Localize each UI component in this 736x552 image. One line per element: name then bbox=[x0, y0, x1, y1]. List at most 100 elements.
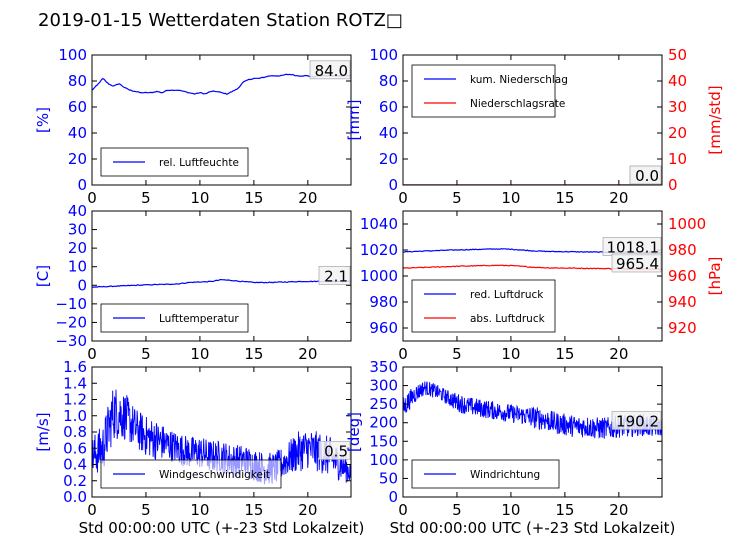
x-tick-label: 15 bbox=[244, 189, 263, 207]
legend-temperature: Lufttemperatur bbox=[100, 303, 249, 333]
y-right-tick-label: 960 bbox=[668, 267, 697, 285]
x-tick-label: 0 bbox=[398, 189, 408, 207]
y-axis-label: [C] bbox=[34, 265, 52, 287]
x-tick-label: 15 bbox=[244, 501, 263, 519]
last-value-label: 190.2 bbox=[616, 412, 659, 430]
legend-pressure: red. Luftdruck abs. Luftdruck bbox=[411, 279, 556, 333]
y-tick-label: 0 bbox=[77, 176, 87, 194]
panel-precip: 0 5 10 15 20 0 20 40 60 80 100 0 10 20 30 40 50 [mm] [mm/s… bbox=[345, 46, 724, 207]
y-tick-label: 0 bbox=[77, 276, 87, 294]
x-tick-label: 0 bbox=[87, 345, 97, 363]
y-tick-label: 350 bbox=[369, 358, 398, 376]
x-tick-label: 5 bbox=[452, 189, 462, 207]
series-line-temperature-0 bbox=[92, 279, 351, 288]
y-tick-label: 100 bbox=[58, 46, 87, 64]
y-tick-label: 10 bbox=[68, 258, 87, 276]
y-tick-label: 250 bbox=[369, 395, 398, 413]
y-tick-label: 30 bbox=[68, 221, 87, 239]
legend-windspeed: Windgeschwindigkeit bbox=[100, 459, 282, 489]
y-tick-label: 20 bbox=[68, 239, 87, 257]
last-value-label: 84.0 bbox=[315, 62, 348, 80]
y-tick-label: 1020 bbox=[360, 241, 398, 259]
y-tick-label: 1.6 bbox=[63, 358, 87, 376]
legend-winddir: Windrichtung bbox=[411, 459, 560, 489]
y-tick-label: 0.4 bbox=[63, 456, 87, 474]
y-tick-label: 150 bbox=[369, 432, 398, 450]
legend-precip: kum. Niederschlag Niederschlagsrate bbox=[411, 64, 568, 118]
legend-entry: Windgeschwindigkeit bbox=[159, 469, 270, 481]
y-tick-label: 1.0 bbox=[63, 407, 87, 425]
y-tick-label: 100 bbox=[369, 451, 398, 469]
last-value-label-right: 965.4 bbox=[616, 255, 659, 273]
x-tick-label: 20 bbox=[609, 345, 628, 363]
y-axis-label: [mm] bbox=[345, 100, 363, 141]
axes-frame-winddir bbox=[402, 366, 663, 498]
x-tick-label: 15 bbox=[555, 189, 574, 207]
y-right-tick-label: 10 bbox=[668, 150, 687, 168]
x-tick-label: 5 bbox=[452, 345, 462, 363]
legend-entry: red. Luftdruck bbox=[470, 289, 544, 301]
plot-area-humidity bbox=[92, 73, 351, 95]
panel-windspeed: 0 5 10 15 20 0.00.20.40.60.81.01.21.41.6 [m/s]… bbox=[34, 358, 364, 537]
x-tick-label: 10 bbox=[501, 189, 520, 207]
y-tick-label: 300 bbox=[369, 377, 398, 395]
y-tick-label: 1.4 bbox=[63, 374, 87, 392]
last-value-label: 0.5 bbox=[324, 442, 348, 460]
last-value-label-right: 0.0 bbox=[635, 167, 659, 185]
y-tick-label: 0 bbox=[388, 488, 398, 506]
x-tick-label: 15 bbox=[555, 345, 574, 363]
figure-title: 2019-01-15 Wetterdaten Station ROTZ□ bbox=[38, 10, 403, 31]
x-tick-label: 10 bbox=[501, 345, 520, 363]
x-tick-label: 5 bbox=[141, 189, 151, 207]
x-tick-label: 5 bbox=[141, 345, 151, 363]
y-tick-label: −30 bbox=[55, 332, 87, 350]
y-tick-label: 200 bbox=[369, 414, 398, 432]
x-tick-label: 5 bbox=[452, 501, 462, 519]
y-right-tick-label: 40 bbox=[668, 72, 687, 90]
y-tick-label: 1040 bbox=[360, 215, 398, 233]
y-right-tick-label: 940 bbox=[668, 293, 697, 311]
x-tick-label: 15 bbox=[555, 501, 574, 519]
y-right-tick-label: 20 bbox=[668, 124, 687, 142]
x-tick-label: 20 bbox=[298, 501, 317, 519]
x-tick-label: 20 bbox=[298, 345, 317, 363]
x-tick-label: 0 bbox=[87, 189, 97, 207]
y-right-tick-label: 30 bbox=[668, 98, 687, 116]
y-axis-label: [m/s] bbox=[34, 412, 52, 451]
y-tick-label: 40 bbox=[379, 124, 398, 142]
y-tick-label: 40 bbox=[68, 124, 87, 142]
legend-entry: rel. Luftfeuchte bbox=[159, 157, 239, 169]
y-tick-label: 980 bbox=[369, 293, 398, 311]
y-right-tick-label: 1000 bbox=[668, 215, 706, 233]
y-right-tick-label: 50 bbox=[668, 46, 687, 64]
y-tick-label: 20 bbox=[379, 150, 398, 168]
plot-area-temperature bbox=[92, 279, 351, 288]
legend-entry: kum. Niederschlag bbox=[470, 74, 568, 86]
x-axis-label: Std 00:00:00 UTC (+-23 Std Lokalzeit) bbox=[79, 519, 365, 537]
y-tick-label: 60 bbox=[68, 98, 87, 116]
y-tick-label: 0 bbox=[388, 176, 398, 194]
y-right-tick-label: 0 bbox=[668, 176, 678, 194]
plot-area-windspeed bbox=[92, 389, 351, 485]
panel-pressure: 0 5 10 15 20 960 980 1000 1020 1040 920 940 960 980 10… bbox=[360, 210, 724, 363]
y-tick-label: 0.0 bbox=[63, 488, 87, 506]
axes-frame-humidity bbox=[91, 54, 352, 186]
y-tick-label: 20 bbox=[68, 150, 87, 168]
x-tick-label: 0 bbox=[87, 501, 97, 519]
x-tick-label: 10 bbox=[190, 345, 209, 363]
y-tick-label: −10 bbox=[55, 295, 87, 313]
series-line-humidity-0 bbox=[92, 73, 351, 95]
y-axis-label: [deg] bbox=[345, 412, 363, 452]
x-tick-label: 10 bbox=[501, 501, 520, 519]
y-tick-label: 1.2 bbox=[63, 391, 87, 409]
legend-entry: Niederschlagsrate bbox=[470, 98, 565, 110]
x-tick-label: 20 bbox=[609, 189, 628, 207]
y-tick-label: 80 bbox=[379, 72, 398, 90]
legend-entry: Lufttemperatur bbox=[159, 313, 239, 325]
legend-entry: abs. Luftdruck bbox=[470, 313, 546, 325]
legend-entry: Windrichtung bbox=[470, 469, 540, 481]
x-tick-label: 0 bbox=[398, 345, 408, 363]
